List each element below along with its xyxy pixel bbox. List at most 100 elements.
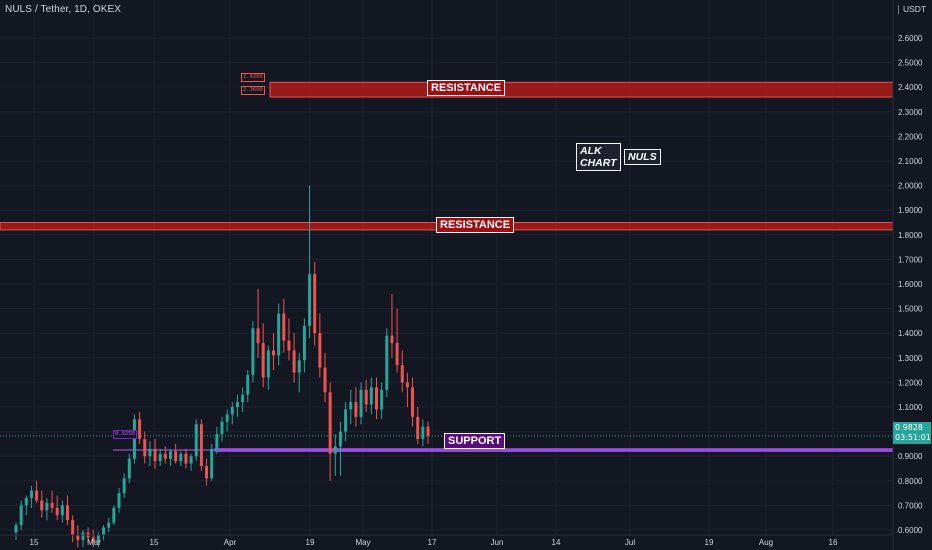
y-tick-label: 1.8000 — [898, 231, 923, 240]
y-tick-label: 1.5000 — [898, 305, 923, 314]
y-tick-label: 1.6000 — [898, 280, 923, 289]
candle-body — [96, 534, 100, 543]
candle-body — [29, 490, 33, 499]
nuls-ticker-label: NULS — [624, 149, 661, 165]
x-tick-label: May — [355, 538, 370, 547]
candle-body — [148, 448, 152, 457]
candle-body — [256, 328, 260, 344]
x-tick-label: 17 — [428, 538, 437, 547]
support-label[interactable]: SUPPORT — [444, 433, 506, 449]
time-axis[interactable]: 15 Mar 15 Apr 19 May 17 Jun 14 Jul 19 Aug 16 — [0, 534, 893, 547]
candle-body — [189, 456, 193, 464]
candle-body — [246, 375, 250, 395]
candle-body — [292, 350, 296, 373]
candle-body — [14, 525, 18, 533]
candle-body — [225, 414, 229, 422]
candle-body — [60, 505, 64, 516]
grid-lines — [0, 37, 893, 531]
y-tick-label: 1.2000 — [898, 378, 923, 387]
x-tick-label: 19 — [306, 538, 315, 547]
candle-body — [210, 448, 214, 479]
currency-selector[interactable]: USDT — [898, 4, 926, 15]
logo-line-2: CHART — [580, 157, 617, 169]
candle-body — [194, 424, 198, 457]
y-tick-label: 2.3000 — [898, 108, 923, 117]
candle-body — [333, 446, 337, 454]
candle-body — [117, 493, 121, 508]
x-tick-label: Jun — [491, 538, 504, 547]
y-tick-label: 1.1000 — [898, 403, 923, 412]
candle-body — [143, 438, 147, 457]
candle-body — [19, 505, 23, 526]
candle-body — [277, 313, 281, 356]
y-tick-label: 2.2000 — [898, 132, 923, 141]
candle-body — [354, 402, 358, 417]
x-tick-label: 19 — [705, 538, 714, 547]
resistance-label-upper[interactable]: RESISTANCE — [427, 80, 506, 96]
symbol-title[interactable]: NULS / Tether, 1D, OKEX — [5, 4, 122, 15]
y-tick-label: 1.3000 — [898, 354, 923, 363]
candle-body — [359, 389, 363, 417]
countdown-timer: 03:51:01 — [895, 433, 931, 442]
candle-body — [215, 434, 219, 449]
y-tick-label: 2.6000 — [898, 34, 923, 43]
upper-zone-high-tag: 2.4200 — [241, 73, 265, 82]
candle-body — [205, 466, 209, 479]
candle-body — [364, 389, 368, 405]
candle-body — [349, 402, 353, 410]
logo-line-1: ALK — [580, 145, 602, 157]
candle-body — [302, 325, 306, 361]
candle-body — [91, 537, 95, 543]
candle-body — [235, 402, 239, 407]
support-level-tag: 0.9250 — [113, 430, 137, 439]
x-tick-label: 14 — [552, 538, 561, 547]
x-tick-label: Jul — [625, 538, 635, 547]
candle-body — [385, 335, 389, 390]
x-tick-label: Apr — [224, 538, 237, 547]
candle-body — [241, 394, 245, 403]
candle-body — [369, 387, 373, 405]
candle-body — [55, 507, 59, 516]
candle-body — [282, 313, 286, 341]
candle-body — [297, 360, 301, 373]
candle-body — [344, 409, 348, 432]
x-tick-label: Aug — [759, 538, 773, 547]
y-tick-label: 2.4000 — [898, 83, 923, 92]
resistance-label-lower[interactable]: RESISTANCE — [436, 217, 515, 233]
candle-body — [266, 350, 270, 378]
price-axis[interactable]: 2.6000 2.5000 2.4000 2.3000 2.2000 2.1000 2.00… — [892, 0, 923, 550]
candle-body — [163, 453, 167, 459]
candle-body — [375, 387, 378, 410]
candle-body — [184, 453, 188, 464]
candle-body — [220, 421, 224, 435]
last-price-tag: 0.9828 03:51:01 — [893, 422, 931, 444]
candle-body — [76, 534, 80, 540]
y-tick-label: 2.5000 — [898, 59, 923, 68]
x-tick-label: 15 — [30, 538, 39, 547]
y-tick-label: 2.0000 — [898, 182, 923, 191]
candle-body — [81, 532, 85, 540]
y-tick-label: 1.4000 — [898, 329, 923, 338]
candle-body — [24, 498, 28, 506]
candle-body — [416, 416, 420, 439]
candle-body — [174, 451, 178, 462]
candle-body — [122, 478, 126, 494]
candle-body — [138, 419, 142, 439]
alk-chart-logo: ALK CHART — [576, 143, 621, 171]
separator — [898, 5, 899, 15]
resistance-zone — [269, 81, 894, 98]
candles — [14, 185, 430, 548]
candle-body — [338, 431, 342, 447]
candle-body — [328, 392, 332, 454]
candle-body — [313, 274, 317, 334]
candle-body — [318, 333, 322, 368]
candle-body — [50, 502, 54, 508]
candle-body — [112, 507, 116, 523]
upper-zone-low-tag: 2.3600 — [241, 86, 265, 95]
y-tick-label: 0.6000 — [898, 526, 923, 535]
x-tick-label: Mar — [87, 538, 101, 547]
candle-body — [421, 426, 425, 439]
candle-body — [179, 453, 183, 462]
candle-body — [272, 350, 275, 356]
y-tick-label: 1.9000 — [898, 206, 923, 215]
